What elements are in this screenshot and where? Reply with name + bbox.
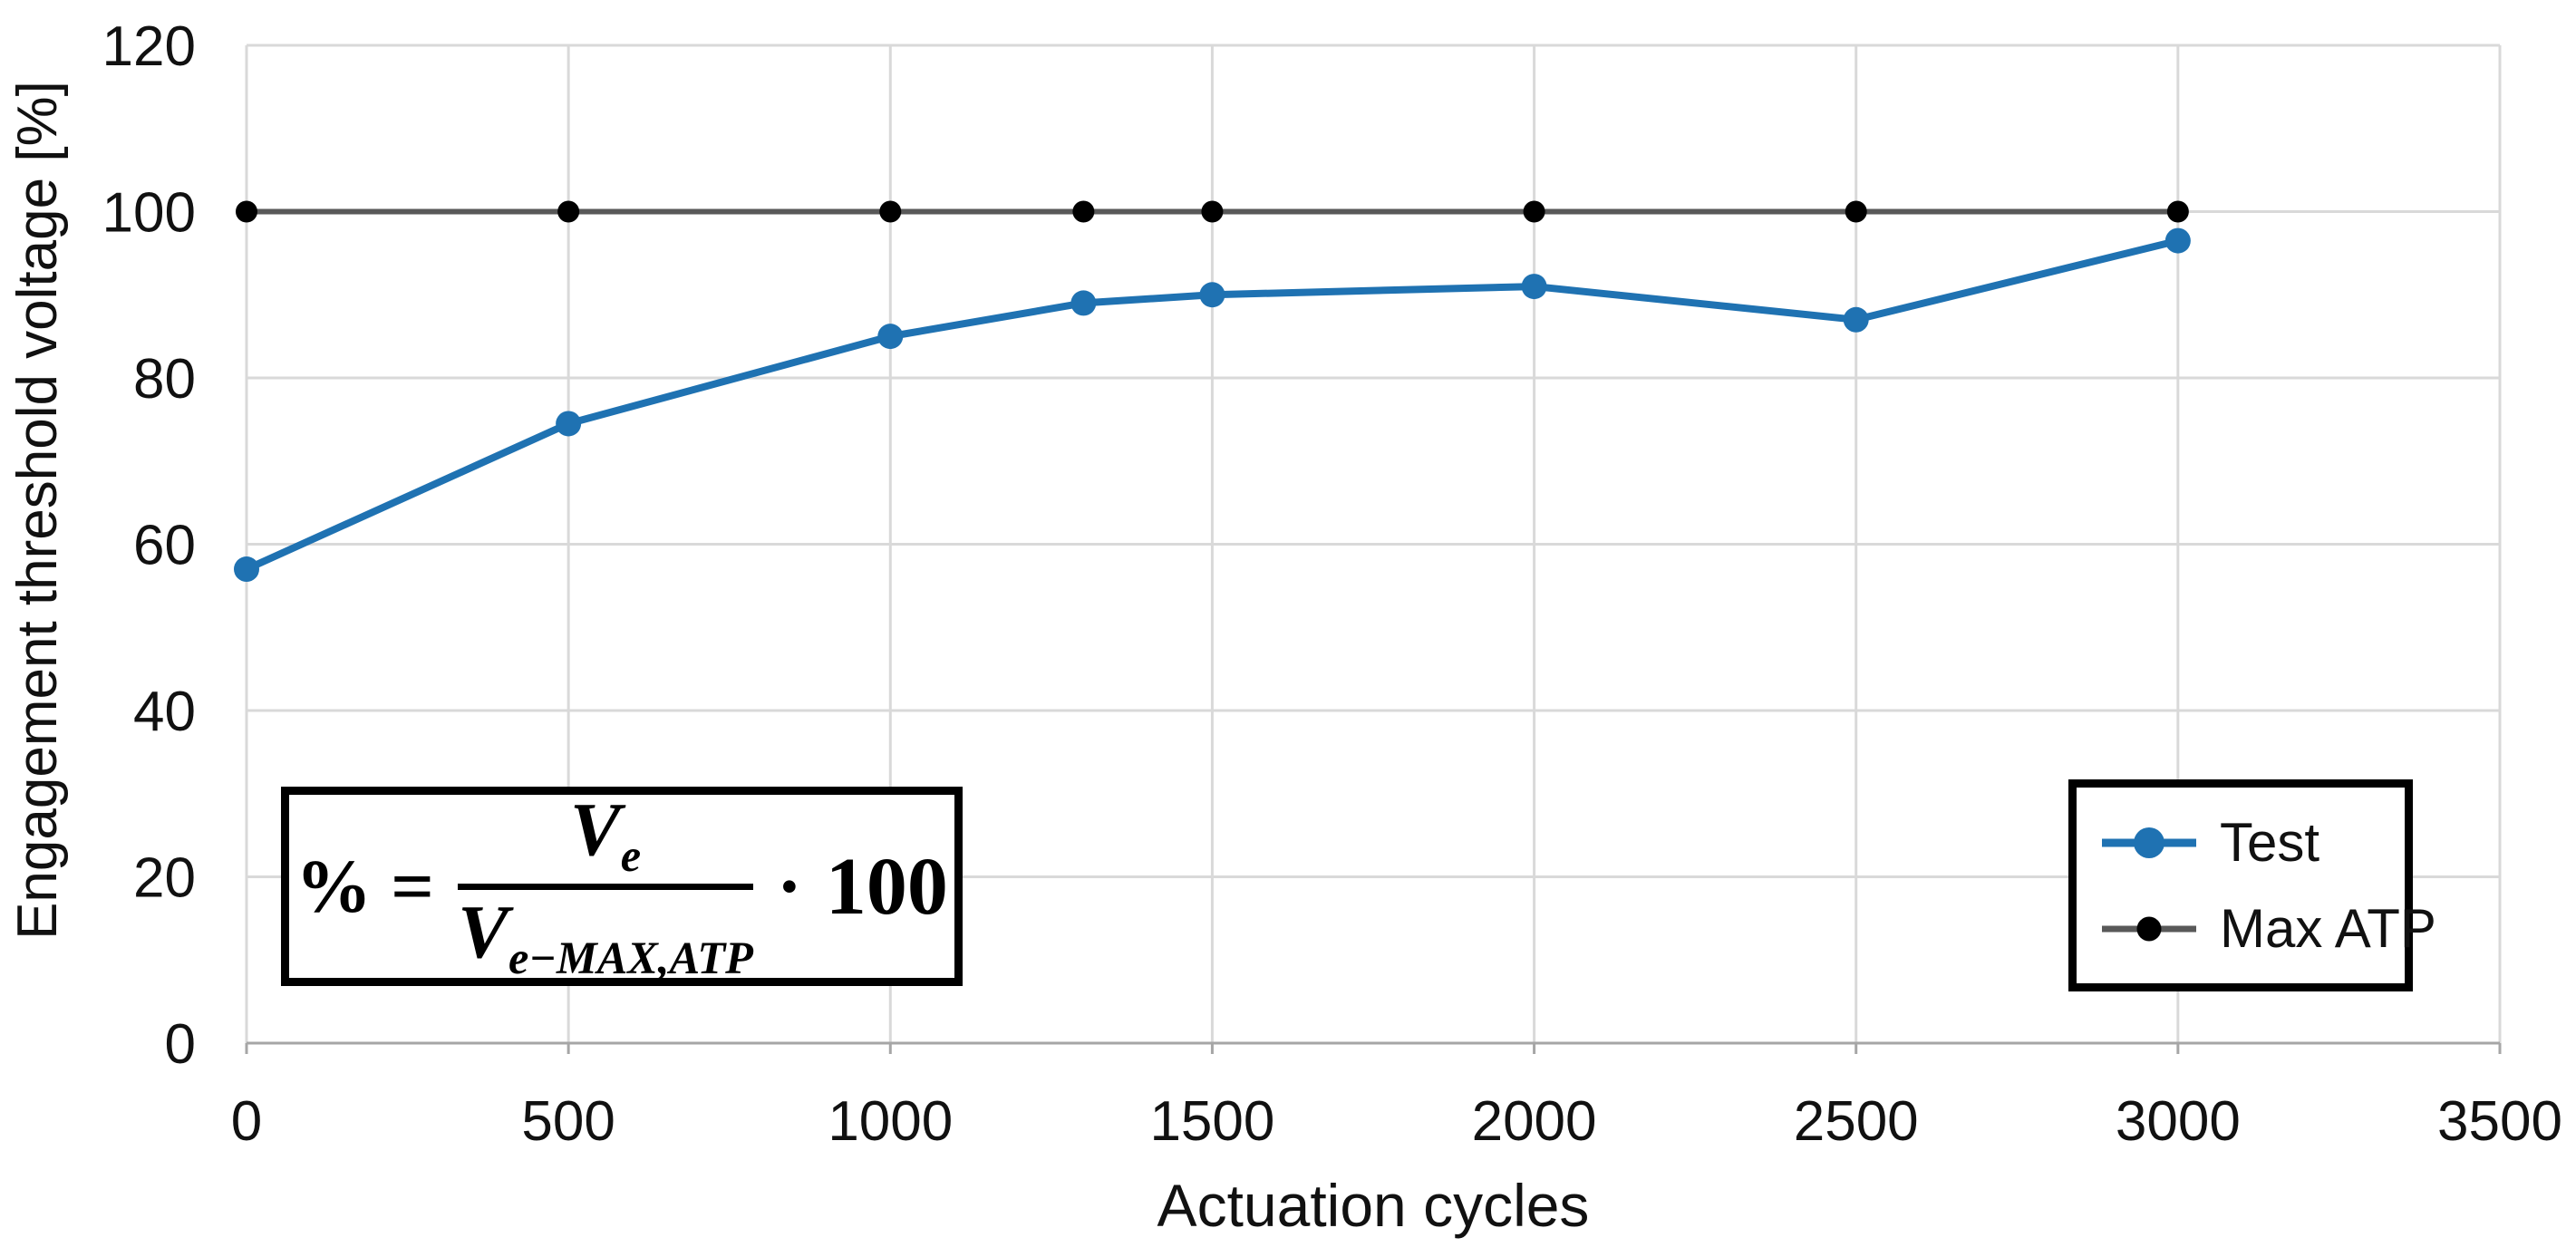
data-point-test-2000 xyxy=(1521,274,1547,300)
y-tick-label-60: 60 xyxy=(133,515,196,577)
y-tick-label-40: 40 xyxy=(133,681,196,743)
max-atp-dot-icon xyxy=(2136,916,2162,941)
x-tick-label-2000: 2000 xyxy=(1472,1090,1597,1153)
x-tick-label-0: 0 xyxy=(231,1090,262,1153)
data-point-test-1000 xyxy=(877,324,904,350)
formula-lhs: % = xyxy=(295,844,434,929)
data-point-max-atp-500 xyxy=(557,200,580,223)
data-point-test-3000 xyxy=(2164,227,2191,254)
formula-numerator: Ve xyxy=(569,788,642,882)
legend-label-test: Test xyxy=(2220,812,2320,873)
data-point-test-1300 xyxy=(1070,290,1097,316)
x-tick-label-1500: 1500 xyxy=(1149,1090,1274,1153)
data-point-max-atp-2500 xyxy=(1845,200,1867,223)
test-legend-marker xyxy=(2102,827,2196,859)
data-point-test-2500 xyxy=(1843,306,1869,333)
legend-box: Test Max ATP xyxy=(2068,779,2436,991)
x-axis-title: Actuation cycles xyxy=(1157,1172,1590,1239)
data-point-max-atp-1500 xyxy=(1201,200,1224,223)
x-tick-label-1000: 1000 xyxy=(828,1090,953,1153)
x-tick-label-2500: 2500 xyxy=(1794,1090,1919,1153)
legend-label-max-atp: Max ATP xyxy=(2220,898,2436,959)
y-axis-title: Engagement threshold voltage [%] xyxy=(6,81,69,940)
data-point-max-atp-2000 xyxy=(1523,200,1545,223)
formula-factor: 100 xyxy=(825,841,948,932)
legend-item-test: Test xyxy=(2077,811,2405,874)
data-point-test-0 xyxy=(234,556,259,583)
y-tick-label-120: 120 xyxy=(102,15,196,78)
fraction-bar xyxy=(457,883,753,890)
formula-multiply-dot: · xyxy=(776,844,802,929)
data-point-test-500 xyxy=(556,411,582,437)
formula-denominator: Ve−MAX,ATP xyxy=(457,889,753,983)
y-tick-label-0: 0 xyxy=(165,1013,196,1076)
data-point-max-atp-0 xyxy=(236,200,257,223)
formula-box: % = Ve Ve−MAX,ATP · 100 xyxy=(281,787,963,986)
max-atp-legend-marker xyxy=(2102,913,2196,945)
legend-item-max-atp: Max ATP xyxy=(2077,897,2436,960)
data-point-test-1500 xyxy=(1199,282,1225,308)
series-line-test xyxy=(243,237,2182,574)
x-tick-label-3000: 3000 xyxy=(2116,1090,2241,1153)
y-tick-label-100: 100 xyxy=(102,182,196,245)
formula-fraction: Ve Ve−MAX,ATP xyxy=(457,788,753,983)
test-dot-icon xyxy=(2134,827,2164,858)
data-point-max-atp-3000 xyxy=(2166,200,2189,223)
y-tick-label-80: 80 xyxy=(133,348,196,411)
x-tick-label-3500: 3500 xyxy=(2437,1090,2562,1153)
y-tick-label-20: 20 xyxy=(133,847,196,910)
data-point-max-atp-1000 xyxy=(879,200,902,223)
data-point-max-atp-1300 xyxy=(1072,200,1095,223)
x-tick-label-500: 500 xyxy=(521,1090,615,1153)
